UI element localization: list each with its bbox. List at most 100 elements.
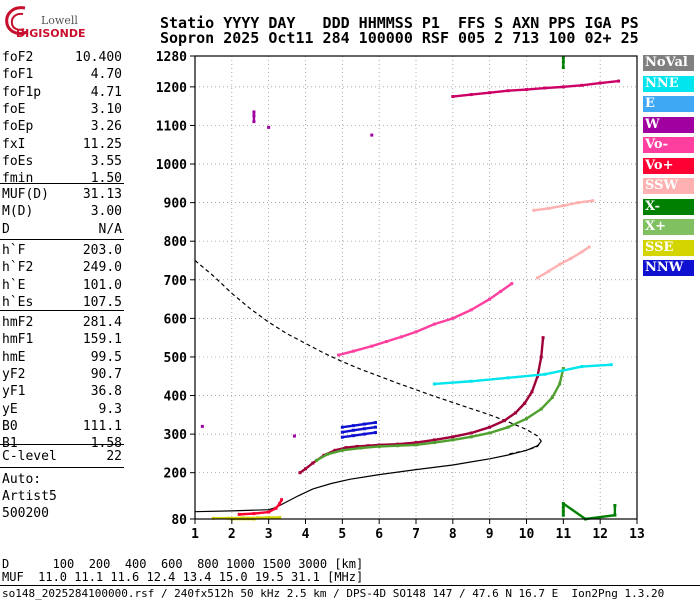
echo-trace-segment [551,383,561,399]
param-name: h`F2 [2,260,34,276]
echo-point [591,199,595,203]
echo-point [252,110,256,114]
param-c-level: C-level 22 [2,448,122,465]
echo-trace-segment [345,445,358,449]
param-separator [0,467,124,468]
echo-trace-segment [526,86,546,91]
param-value: 4.70 [90,67,122,83]
echo-trace-segment [536,356,543,377]
muf-line: MUF 11.0 11.1 11.6 12.4 13.4 15.0 19.5 3… [2,570,364,584]
legend-vo-: Vo+ [643,157,694,174]
echo-trace-segment [507,417,528,429]
echo-point [200,424,204,428]
echo-trace-segment [585,513,616,521]
echo-trace-segment [544,365,582,376]
y-tick-label: 900 [164,197,188,212]
echo-trace-segment [581,363,612,368]
echo-trace-segment [434,380,472,386]
header-line-1: Statio YYYY DAY DDD HHMMSS P1 FFS S AXN … [160,14,639,32]
param-fof1p: foF1p 4.71 [2,84,122,101]
echo-trace-segment [600,79,619,85]
param-b0: B0 111.1 [2,418,122,435]
echo-trace-segment [253,510,269,515]
echo-trace-segment [577,199,593,204]
y-tick-label: 1280 [156,50,187,65]
x-tick-label: 7 [412,527,420,542]
x-tick-label: 2 [228,527,236,542]
echo-trace-segment [570,250,583,260]
echo-trace-segment [489,426,509,435]
param-fof2: foF2 10.400 [2,49,122,66]
echo-trace-segment [489,419,505,429]
param-name: fmin [2,171,34,187]
param-value: 1.50 [90,171,122,187]
param-value: 9.3 [98,401,122,417]
chart-grid [194,55,638,520]
echo-trace-segment [530,375,539,393]
y-tick-label: 200 [164,467,188,482]
legend-nne: NNE [643,75,694,92]
param-name: yE [2,401,18,417]
echo-trace-segment [523,391,534,404]
param-value: 281.4 [82,315,122,330]
echo-trace-segment [471,91,490,96]
param-name: B1 [2,436,18,452]
distance-line: D 100 200 400 600 800 1000 1500 3000 [km… [2,557,364,571]
param-h-f: h`F 203.0 [2,242,122,259]
echo-trace-segment [415,323,435,333]
echo-trace-segment [364,425,376,430]
echo-trace-segment [471,376,509,383]
echo-trace-segment [315,453,329,462]
echo-point [609,363,613,367]
param-separator [0,444,124,445]
param-name: h`E [2,277,26,293]
echo-trace-segment [434,435,454,442]
echo-trace-segment [371,340,387,348]
echo-point [373,421,377,425]
logo: Lowell DIGISONDE [3,4,85,40]
echo-point [292,434,296,438]
param-value: 99.5 [90,349,122,365]
echo-trace-segment [342,424,354,429]
param-value: 203.0 [82,243,122,258]
param-name: h`Es [2,294,34,310]
echo-trace-segment [544,85,564,90]
echo-point [617,79,621,83]
echo-trace-segment [452,93,472,98]
echo-trace-segment [342,434,354,439]
param-value: 10.400 [75,50,122,65]
echo-trace-segment [563,84,582,89]
param-value: N/A [98,221,122,237]
x-tick-label: 1 [191,527,199,542]
file-info-line: so148_2025284100000.rsf / 240fx512h 50 k… [2,587,665,600]
param-hmf1: hmF1 159.1 [2,331,122,348]
param-name: MUF(D) [2,187,49,202]
legend-ssw: SSW [643,178,694,194]
param-name: foF2 [2,50,34,65]
param-name: foEp [2,119,34,135]
x-tick-label: 8 [449,527,457,542]
echo-trace-segment [434,438,454,444]
echo-trace-segment [342,446,361,452]
echo-trace-segment [536,270,550,279]
echo-point [278,515,282,519]
legend-vo-: Vo- [643,137,694,153]
y-tick-label: 300 [164,428,188,443]
param-value: 249.0 [82,260,122,276]
param-name: foF1 [2,67,34,83]
y-tick-label: 700 [164,274,188,289]
echo-trace-segment [540,396,554,410]
echo-trace-segment [368,443,380,447]
profile-dashed [194,260,542,455]
y-tick-label: 400 [164,390,188,405]
echo-trace-segment [470,298,491,311]
x-tick-label: 13 [629,527,645,542]
param-separator [0,310,124,311]
echo-point [370,133,374,137]
legend-sse: SSE [643,239,694,256]
param-name: M(D) [2,204,34,220]
echo-point [510,282,514,286]
echo-trace-segment [239,512,254,516]
param-name: h`F [2,243,26,258]
y-tick-label: 80 [171,513,187,528]
